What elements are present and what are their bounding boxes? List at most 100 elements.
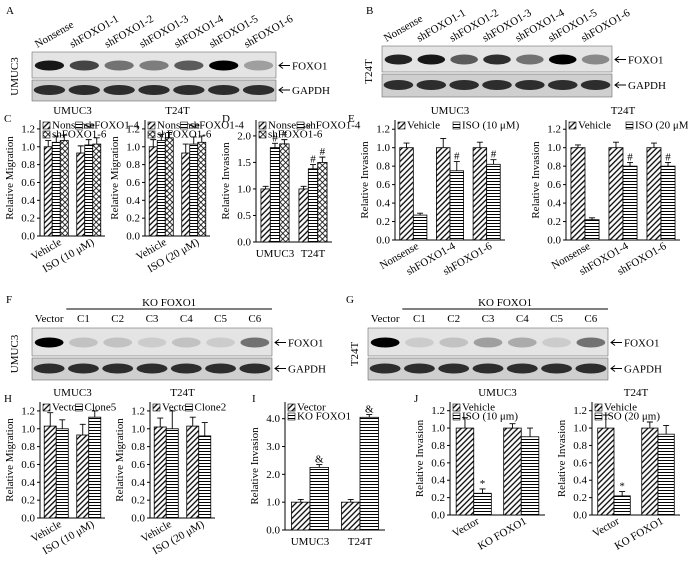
x-tick-label: Vector: [450, 515, 481, 540]
bar: [412, 214, 428, 241]
bar: [622, 165, 638, 241]
chart-title: T24T: [165, 105, 190, 117]
band: [34, 60, 65, 71]
legend-swatch: [568, 121, 577, 130]
bar: [148, 146, 158, 237]
legend-swatch: [42, 121, 51, 130]
band: [542, 337, 571, 348]
x-tick-label: UMUC3: [256, 248, 295, 260]
legend-swatch: [452, 403, 461, 412]
error-bar: [490, 159, 497, 165]
y-tick-label: 0.2: [547, 216, 561, 228]
band: [209, 60, 239, 71]
y-tick-label: 0.8: [431, 440, 445, 452]
y-axis-label: Relative Migration: [4, 136, 16, 220]
bar: [436, 147, 451, 241]
y-axis-label: Relative Migration: [109, 136, 121, 220]
y-tick-label: 0.2: [431, 492, 445, 504]
x-tick-label: KO FOXO1: [613, 515, 666, 552]
y-tick-label: 0.6: [573, 457, 587, 469]
y-tick-label: 2.0: [237, 130, 251, 142]
lane-label: C5: [214, 313, 227, 325]
band: [439, 337, 469, 348]
error-bar: [316, 464, 323, 468]
band: [548, 54, 577, 65]
error-bar: [319, 156, 326, 163]
significance-marker: #: [320, 146, 326, 158]
significance-marker: #: [272, 132, 278, 144]
bar: [486, 163, 501, 241]
error-bar: [650, 142, 657, 148]
legend-label: shFOXO1-4: [190, 120, 245, 132]
y-axis-label: Relative Invasion: [359, 141, 371, 219]
error-bar: [91, 410, 98, 418]
band: [370, 337, 400, 348]
y-tick-label: 1.5: [237, 157, 251, 169]
panel-letter: A: [6, 5, 14, 17]
y-tick-label: 0.0: [21, 231, 35, 243]
legend-label: ISO (10 μm): [462, 411, 518, 423]
band: [581, 54, 610, 65]
legend-swatch: [287, 403, 296, 412]
significance-marker: #: [665, 151, 671, 163]
y-tick-label: 0.0: [131, 513, 145, 525]
x-tick-label: T24T: [348, 536, 373, 548]
y-axis-label: Relative Invasion: [414, 419, 426, 497]
band: [438, 363, 470, 374]
panel-letter: H: [4, 393, 12, 405]
lane-label: C6: [584, 313, 597, 325]
error-bar: [198, 135, 205, 143]
y-tick-label: 1.2: [431, 405, 445, 417]
y-axis-label: Relative Invasion: [220, 142, 232, 220]
bar: [269, 147, 281, 243]
legend-swatch: [594, 403, 603, 412]
y-tick-label: 1.0: [237, 183, 251, 195]
error-bar: [189, 416, 196, 427]
band: [102, 363, 134, 374]
bar: [291, 501, 311, 531]
y-tick-label: 0.8: [21, 441, 35, 453]
legend-label: Vehicle: [578, 120, 611, 132]
y-tick-label: 0.8: [573, 440, 587, 452]
bar: [76, 152, 86, 237]
legend-swatch: [397, 121, 406, 130]
bar: [520, 436, 540, 516]
band-label: GAPDH: [292, 85, 330, 97]
significance-marker: #: [282, 129, 288, 141]
error-bar: [45, 140, 52, 147]
error-bar: [589, 217, 596, 220]
y-tick-label: 0.0: [431, 510, 445, 522]
significance-marker: #: [310, 154, 316, 166]
error-bar: [297, 498, 304, 503]
legend-swatch: [180, 121, 188, 130]
error-bar: [602, 414, 609, 429]
band: [541, 363, 572, 374]
legend-label: shFOXO1-4: [85, 120, 140, 132]
y-tick-label: 1.2: [547, 124, 561, 136]
y-tick-label: 0.6: [431, 457, 445, 469]
y-tick-label: 1.2: [21, 123, 35, 135]
y-tick-label: 0.6: [21, 459, 35, 471]
arrow: [614, 56, 626, 63]
y-tick-label: 0.6: [376, 179, 390, 191]
y-tick-label: 0.6: [547, 179, 561, 191]
error-bar: [190, 136, 197, 145]
y-tick-label: 1.2: [131, 405, 145, 417]
bar: [76, 434, 90, 519]
band-label: FOXO1: [292, 61, 327, 73]
band: [384, 54, 413, 65]
band-label: GAPDH: [628, 80, 666, 92]
x-tick-label: KO FOXO1: [476, 515, 529, 552]
y-tick-label: 1.0: [266, 497, 280, 509]
error-bar: [417, 212, 424, 216]
band: [33, 85, 66, 95]
y-tick-label: 0.8: [21, 159, 35, 171]
legend-label: shFOXO1-6: [52, 129, 107, 141]
arrow: [610, 339, 622, 346]
panel-letter: I: [252, 393, 256, 405]
lane-label: C3: [482, 313, 495, 325]
error-bar: [476, 141, 483, 148]
bar: [646, 147, 662, 241]
arrow: [278, 86, 290, 94]
legend-label: Nonsense: [157, 120, 200, 132]
